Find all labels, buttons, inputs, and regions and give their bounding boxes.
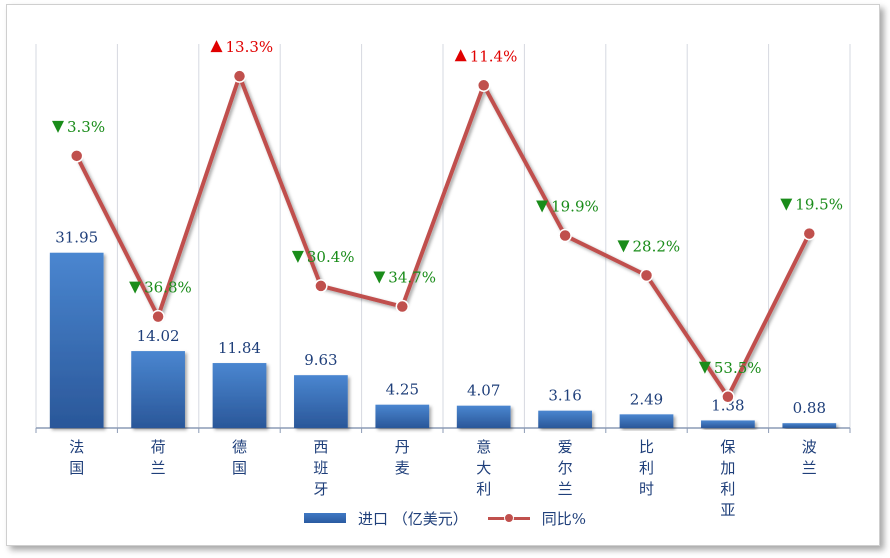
yoy-value-label: 36.8% <box>144 279 192 297</box>
bar-value-label: 3.16 <box>548 387 581 405</box>
legend-bar-label: 进口 （亿美元） <box>357 509 468 528</box>
yoy-value-label: 53.5% <box>714 359 762 377</box>
bar-value-label: 0.88 <box>793 399 826 417</box>
x-category-label: 意大利 <box>476 438 491 498</box>
legend-line-label: 同比% <box>541 509 587 528</box>
yoy-value-label: 34.7% <box>388 269 436 287</box>
bar-import <box>538 410 592 428</box>
yoy-value-label: 19.5% <box>795 196 843 214</box>
bar-value-label: 11.84 <box>218 339 261 357</box>
yoy-value-label: 3.3% <box>67 118 105 136</box>
yoy-point <box>395 299 410 314</box>
yoy-down-triangle-icon <box>698 361 711 374</box>
yoy-point <box>69 149 84 163</box>
yoy-down-triangle-icon <box>536 200 549 213</box>
x-category-label: 保加利亚 <box>720 438 735 519</box>
bar-import <box>294 375 348 428</box>
x-category-label: 西班牙 <box>313 438 328 498</box>
yoy-down-triangle-icon <box>373 271 386 284</box>
yoy-point <box>639 268 654 283</box>
yoy-point <box>721 390 735 404</box>
yoy-point <box>151 309 165 324</box>
x-category-label: 荷兰 <box>151 438 166 477</box>
yoy-down-triangle-icon <box>52 120 64 133</box>
chart-legend: 进口 （亿美元） 同比% <box>0 506 890 530</box>
bar-import <box>212 363 267 428</box>
yoy-down-triangle-icon <box>291 250 304 263</box>
bar-value-label: 2.49 <box>630 390 663 408</box>
yoy-point <box>232 69 247 83</box>
yoy-point <box>558 228 572 243</box>
yoy-value-label: 19.9% <box>551 198 599 216</box>
bar-value-label: 31.95 <box>55 229 98 247</box>
yoy-down-triangle-icon <box>780 198 793 211</box>
yoy-up-triangle-icon <box>210 40 223 53</box>
x-category-label: 爱尔兰 <box>558 438 573 498</box>
bar-import <box>375 404 430 428</box>
x-category-label: 丹麦 <box>395 438 410 477</box>
yoy-value-label: 28.2% <box>633 237 681 255</box>
x-category-label: 比利时 <box>639 438 654 498</box>
x-category-label: 德国 <box>232 438 247 477</box>
bar-value-label: 9.63 <box>304 351 337 369</box>
bar-import <box>782 423 837 428</box>
legend-line-swatch <box>487 513 530 523</box>
bar-value-label: 4.07 <box>467 382 500 400</box>
bar-value-label: 14.02 <box>137 327 180 345</box>
bar-import <box>49 252 104 428</box>
bar-import <box>131 351 185 428</box>
yoy-value-label: 30.4% <box>307 248 355 266</box>
yoy-point <box>476 78 491 93</box>
yoy-down-triangle-icon <box>617 240 630 253</box>
bar-import <box>456 405 511 428</box>
yoy-point <box>314 279 328 293</box>
yoy-value-label: 13.3% <box>226 38 274 56</box>
yoy-down-triangle-icon <box>129 281 142 294</box>
bar-value-label: 1.38 <box>711 396 744 414</box>
legend-bar-swatch <box>303 513 346 523</box>
yoy-up-triangle-icon <box>454 49 467 62</box>
bar-import <box>619 414 674 428</box>
yoy-point <box>802 226 817 241</box>
x-category-label: 波兰 <box>802 438 817 477</box>
x-category-label: 法国 <box>69 438 84 477</box>
bar-import <box>701 420 755 428</box>
bar-value-label: 4.25 <box>386 381 419 399</box>
yoy-value-label: 11.4% <box>470 47 518 65</box>
yoy-line <box>74 74 812 399</box>
